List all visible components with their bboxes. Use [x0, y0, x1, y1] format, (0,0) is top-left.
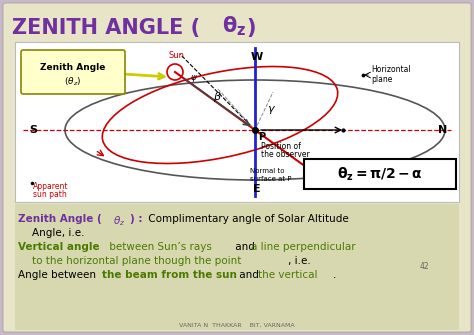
Text: Angle, i.e.: Angle, i.e.: [32, 228, 84, 238]
Text: ($\theta_z$): ($\theta_z$): [64, 76, 82, 88]
Text: E: E: [253, 184, 261, 194]
Text: Horizontal: Horizontal: [371, 66, 410, 74]
Text: N: N: [438, 125, 447, 135]
Text: $\mathbf{\theta_z = \pi/2 - \alpha}$: $\mathbf{\theta_z = \pi/2 - \alpha}$: [337, 165, 423, 183]
Text: ) :: ) :: [130, 214, 143, 224]
Text: sun path: sun path: [33, 190, 67, 199]
Text: S: S: [29, 125, 37, 135]
FancyBboxPatch shape: [21, 50, 125, 94]
Text: surface at P: surface at P: [250, 176, 292, 182]
Text: and: and: [236, 270, 262, 280]
Text: the beam from the sun: the beam from the sun: [102, 270, 237, 280]
Text: and: and: [232, 242, 258, 252]
Text: ): ): [246, 18, 255, 38]
Text: the vertical: the vertical: [258, 270, 318, 280]
Text: plane: plane: [371, 75, 392, 84]
FancyBboxPatch shape: [3, 3, 471, 332]
Text: Position of: Position of: [261, 142, 301, 151]
Text: ZENITH ANGLE (: ZENITH ANGLE (: [12, 18, 200, 38]
Text: $\gamma$: $\gamma$: [267, 104, 276, 116]
Text: Angle between: Angle between: [18, 270, 99, 280]
Text: W: W: [251, 52, 263, 62]
Text: the observer: the observer: [261, 150, 310, 159]
Text: Complimentary angle of Solar Altitude: Complimentary angle of Solar Altitude: [145, 214, 349, 224]
Text: , i.e.: , i.e.: [288, 256, 311, 266]
Text: Zenith Angle (: Zenith Angle (: [18, 214, 102, 224]
Text: .: .: [333, 270, 337, 280]
Bar: [15, 42, 459, 202]
FancyBboxPatch shape: [304, 159, 456, 189]
Bar: [15, 204, 459, 330]
Text: $\theta_z$: $\theta_z$: [113, 214, 125, 228]
Text: Normal to: Normal to: [250, 168, 284, 174]
Text: $\mathbf{\theta_z}$: $\mathbf{\theta_z}$: [222, 14, 246, 38]
Text: VANITA N  THAKKAR    BIT, VARNAMA: VANITA N THAKKAR BIT, VARNAMA: [179, 323, 295, 328]
Text: to the horizontal plane though the point: to the horizontal plane though the point: [32, 256, 241, 266]
Text: Sun: Sun: [169, 51, 185, 60]
Text: between Sun’s rays: between Sun’s rays: [106, 242, 212, 252]
Text: Vertical angle: Vertical angle: [18, 242, 100, 252]
Text: Zenith Angle: Zenith Angle: [40, 64, 106, 72]
Text: 42: 42: [420, 262, 429, 271]
Text: a line perpendicular: a line perpendicular: [251, 242, 356, 252]
Text: Apparent: Apparent: [33, 182, 69, 191]
Text: $\psi$: $\psi$: [190, 73, 198, 84]
Text: $\beta$: $\beta$: [213, 90, 222, 104]
Text: P: P: [258, 132, 265, 142]
